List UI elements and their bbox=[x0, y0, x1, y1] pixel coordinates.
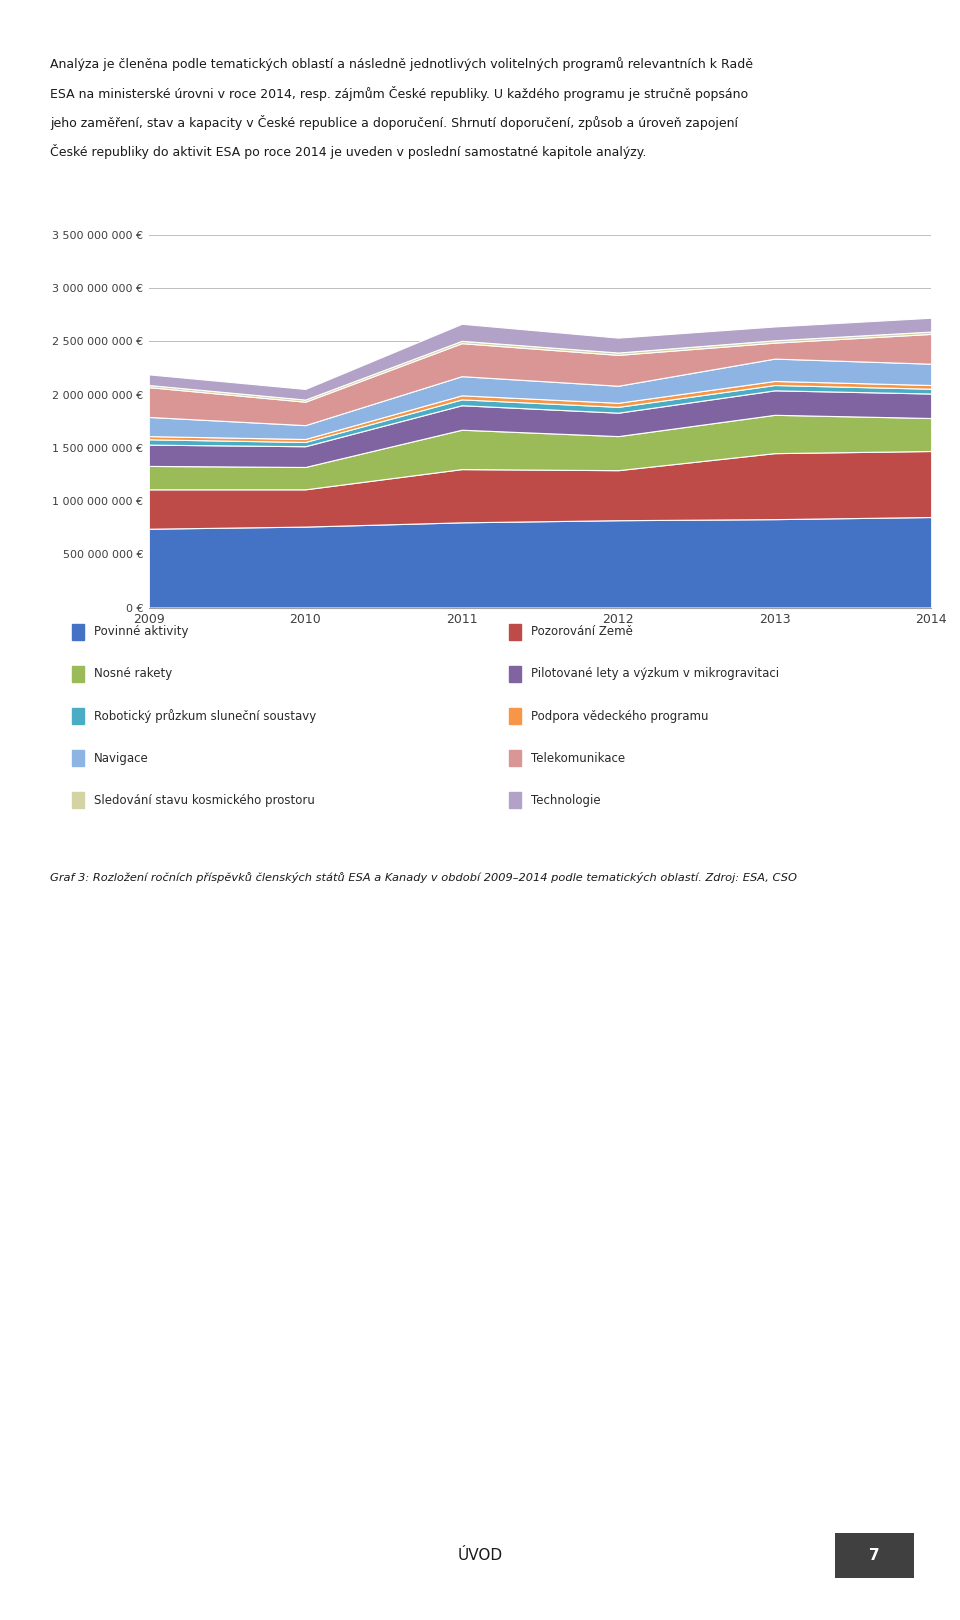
Text: Pozorování Země: Pozorování Země bbox=[531, 625, 633, 638]
Text: ESA na ministerské úrovni v roce 2014, resp. zájmům České republiky. U každého p: ESA na ministerské úrovni v roce 2014, r… bbox=[50, 86, 748, 100]
Text: Nosné rakety: Nosné rakety bbox=[94, 667, 173, 680]
Text: Podpora vědeckého programu: Podpora vědeckého programu bbox=[531, 710, 708, 723]
Text: Graf 3: Rozložení ročních příspěvků členských států ESA a Kanady v období 2009–2: Graf 3: Rozložení ročních příspěvků člen… bbox=[50, 872, 797, 883]
Text: Povinné aktivity: Povinné aktivity bbox=[94, 625, 188, 638]
Text: Navigace: Navigace bbox=[94, 752, 149, 765]
Text: Telekomunikace: Telekomunikace bbox=[531, 752, 625, 765]
Text: Pilotované lety a výzkum v mikrogravitaci: Pilotované lety a výzkum v mikrogravitac… bbox=[531, 667, 779, 680]
Text: Analýza je členěna podle tematických oblastí a následně jednotlivých volitelných: Analýza je členěna podle tematických obl… bbox=[50, 57, 753, 71]
Text: Sledování stavu kosmického prostoru: Sledování stavu kosmického prostoru bbox=[94, 794, 315, 807]
Text: 7: 7 bbox=[869, 1547, 880, 1563]
Text: Robotický průzkum sluneční soustavy: Robotický průzkum sluneční soustavy bbox=[94, 710, 317, 723]
Text: Technologie: Technologie bbox=[531, 794, 601, 807]
Text: České republiky do aktivit ESA po roce 2014 je uveden v poslední samostatné kapi: České republiky do aktivit ESA po roce 2… bbox=[50, 144, 646, 159]
Text: ÚVOD: ÚVOD bbox=[457, 1547, 503, 1563]
Text: jeho zaměření, stav a kapacity v České republice a doporučení. Shrnutí doporučen: jeho zaměření, stav a kapacity v České r… bbox=[50, 115, 738, 130]
